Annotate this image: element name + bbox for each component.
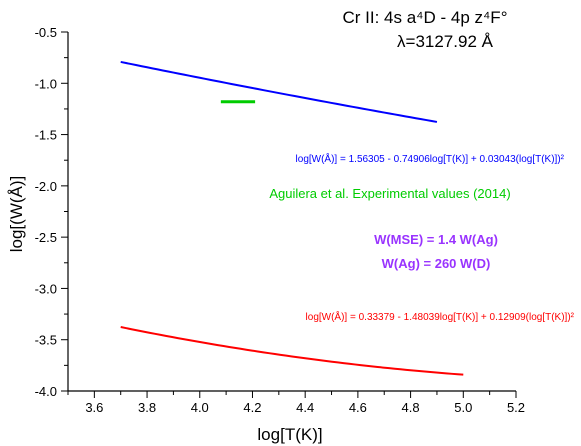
y-tick-label: -2.0: [35, 179, 57, 194]
y-ticks: -0.5 -1.0 -1.5 -2.0 -2.5 -3.0 -3.5 -4.0: [35, 25, 68, 399]
x-tick-label: 4.6: [349, 400, 367, 415]
x-tick-label: 5.2: [507, 400, 525, 415]
chart-title-line1: Cr II: 4s a⁴D - 4p z⁴F°: [343, 8, 508, 27]
x-ticks: 3.6 3.8 4.0 4.2 4.4 4.6 4.8 5.0 5.2: [67, 391, 525, 415]
x-tick-label: 3.8: [138, 400, 156, 415]
red-fit-line: [120, 326, 464, 376]
y-tick-label: -1.5: [35, 128, 57, 143]
y-tick-label: -4.0: [35, 384, 57, 399]
chart-title-line2: λ=3127.92 Å: [397, 32, 494, 51]
mse-line2: W(Ag) = 260 W(D): [382, 256, 491, 271]
red-fit-equation: log[W(Å)] = 0.33379 - 1.48039log[T(K)] +…: [306, 310, 575, 323]
blue-fit-line: [120, 60, 438, 123]
y-tick-label: -1.0: [35, 76, 57, 91]
mse-line1: W(MSE) = 1.4 W(Ag): [374, 232, 498, 247]
x-tick-label: 4.0: [191, 400, 209, 415]
y-tick-label: -3.5: [35, 333, 57, 348]
blue-fit-equation: log[W(Å)] = 1.56305 - 0.74906log[T(K)] +…: [296, 152, 565, 165]
y-tick-label: -2.5: [35, 230, 57, 245]
x-tick-label: 4.8: [402, 400, 420, 415]
x-tick-label: 4.4: [296, 400, 314, 415]
x-tick-label: 3.6: [85, 400, 103, 415]
experimental-label: Aguilera et al. Experimental values (201…: [269, 186, 510, 201]
y-axis-title: log[(W(Å)]: [7, 176, 26, 253]
x-tick-label: 5.0: [454, 400, 472, 415]
y-tick-label: -3.0: [35, 281, 57, 296]
series-layer: [120, 60, 464, 376]
y-tick-label: -0.5: [35, 25, 57, 40]
x-axis-title: log[T(K)]: [257, 425, 322, 444]
x-tick-label: 4.2: [243, 400, 261, 415]
